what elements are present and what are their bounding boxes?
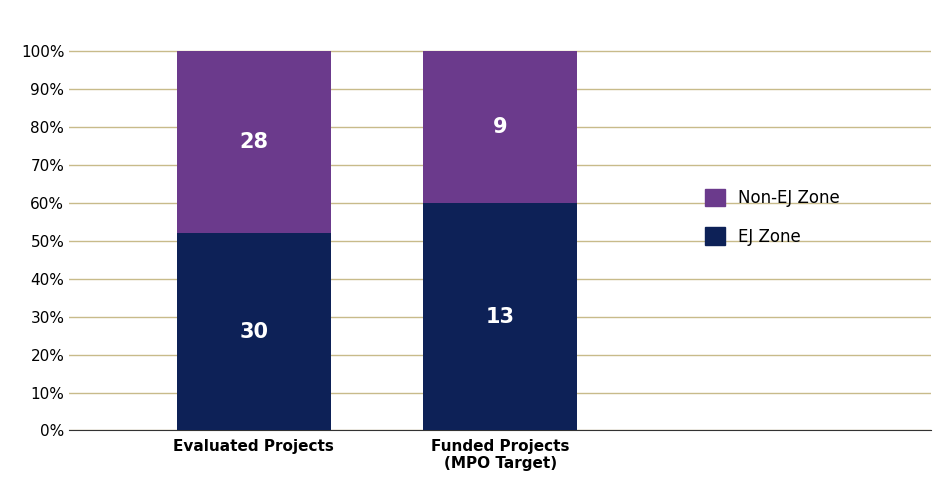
Bar <box>424 203 577 430</box>
Text: 13: 13 <box>486 307 515 327</box>
Legend: Non-EJ Zone, EJ Zone: Non-EJ Zone, EJ Zone <box>698 183 846 252</box>
Bar <box>177 51 331 233</box>
Bar <box>177 233 331 430</box>
Text: 30: 30 <box>239 322 268 342</box>
Text: 9: 9 <box>493 117 507 137</box>
Bar <box>424 51 577 203</box>
Text: 28: 28 <box>239 132 268 152</box>
